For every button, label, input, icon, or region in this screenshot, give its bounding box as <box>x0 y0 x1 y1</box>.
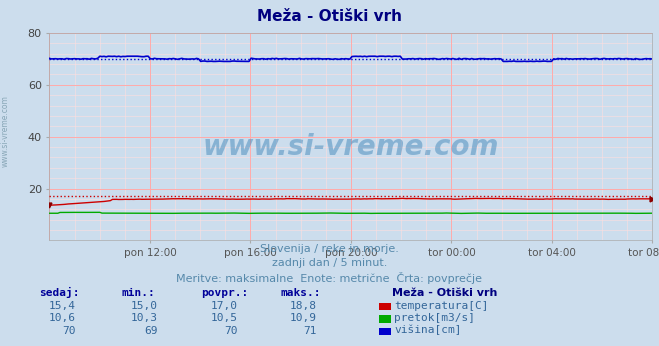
Text: www.si-vreme.com: www.si-vreme.com <box>1 95 10 167</box>
Text: Slovenija / reke in morje.: Slovenija / reke in morje. <box>260 244 399 254</box>
Text: 70: 70 <box>224 326 237 336</box>
Text: 69: 69 <box>145 326 158 336</box>
Text: maks.:: maks.: <box>280 288 320 298</box>
Text: Meža - Otiški vrh: Meža - Otiški vrh <box>257 9 402 24</box>
Text: 71: 71 <box>303 326 316 336</box>
Text: www.si-vreme.com: www.si-vreme.com <box>203 133 499 161</box>
Text: pretok[m3/s]: pretok[m3/s] <box>394 313 475 323</box>
Text: 15,4: 15,4 <box>49 301 76 311</box>
Text: 17,0: 17,0 <box>210 301 237 311</box>
Text: zadnji dan / 5 minut.: zadnji dan / 5 minut. <box>272 258 387 268</box>
Text: Meža - Otiški vrh: Meža - Otiški vrh <box>392 288 498 298</box>
Text: min.:: min.: <box>122 288 156 298</box>
Text: 10,5: 10,5 <box>210 313 237 323</box>
Text: 18,8: 18,8 <box>289 301 316 311</box>
Text: Meritve: maksimalne  Enote: metrične  Črta: povprečje: Meritve: maksimalne Enote: metrične Črta… <box>177 272 482 284</box>
Text: 15,0: 15,0 <box>131 301 158 311</box>
Text: temperatura[C]: temperatura[C] <box>394 301 488 311</box>
Text: 10,9: 10,9 <box>289 313 316 323</box>
Text: sedaj:: sedaj: <box>40 287 80 298</box>
Text: 10,3: 10,3 <box>131 313 158 323</box>
Text: povpr.:: povpr.: <box>201 288 248 298</box>
Text: 10,6: 10,6 <box>49 313 76 323</box>
Text: višina[cm]: višina[cm] <box>394 325 461 336</box>
Text: 70: 70 <box>63 326 76 336</box>
